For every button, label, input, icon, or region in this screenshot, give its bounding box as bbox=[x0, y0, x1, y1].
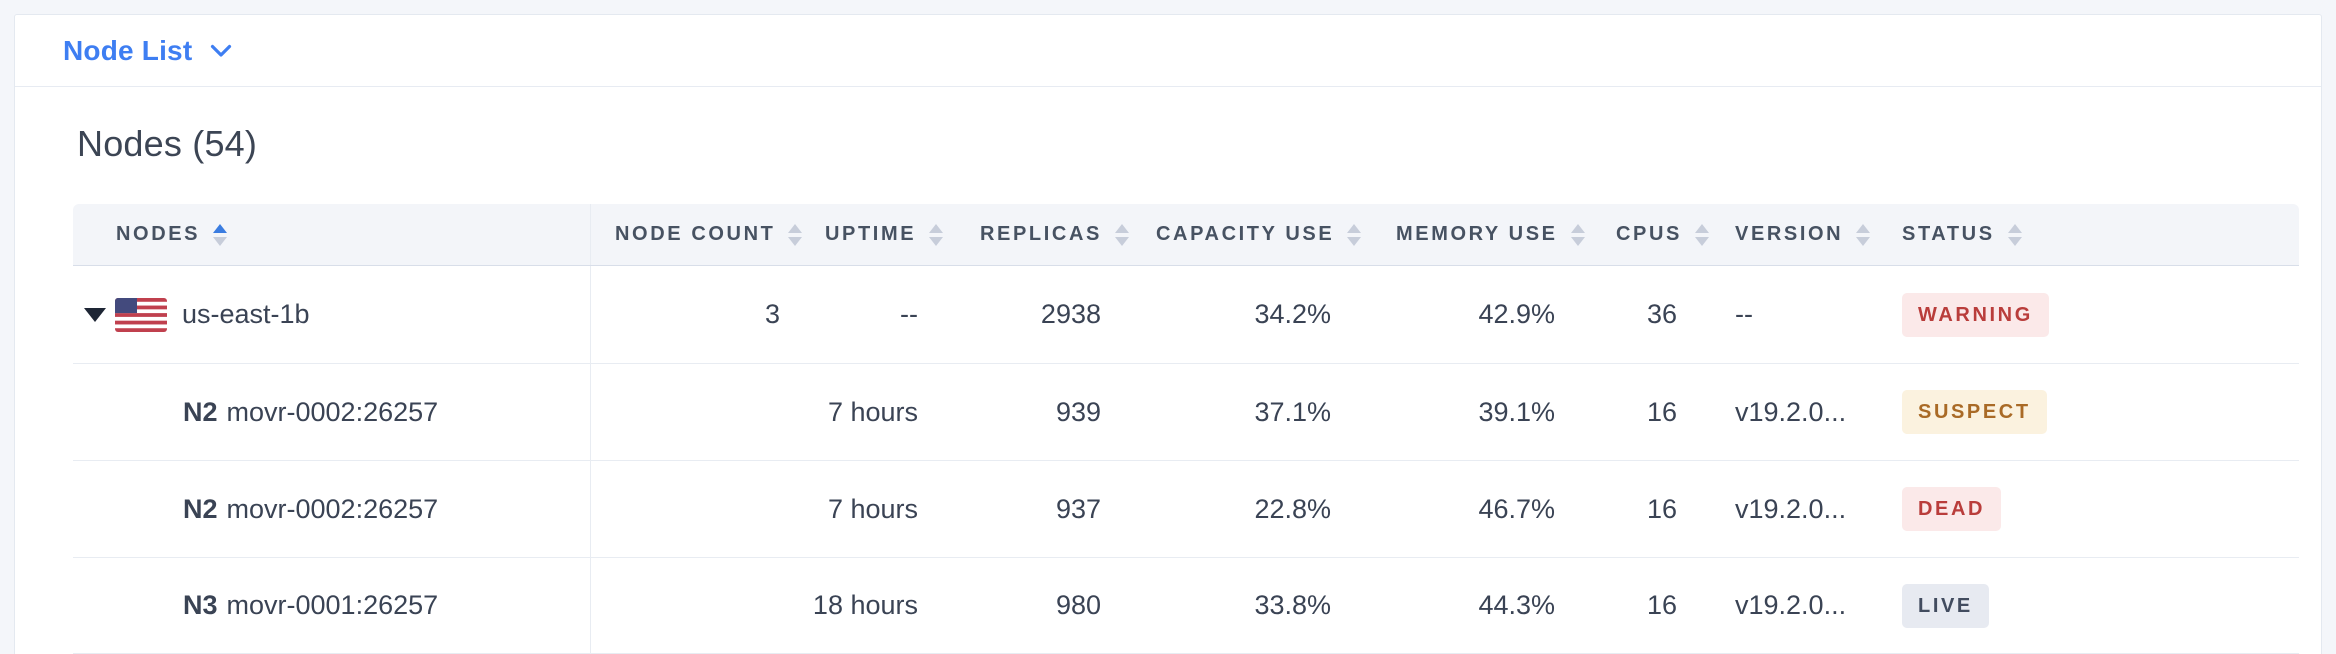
node-cell: N2 movr-0002:26257 bbox=[73, 461, 591, 557]
sort-icon bbox=[788, 223, 803, 246]
column-header-status[interactable]: STATUS bbox=[1878, 204, 2299, 265]
status-badge: DEAD bbox=[1902, 487, 2002, 531]
column-header-node-count[interactable]: NODE COUNT bbox=[591, 204, 803, 265]
memory-use-cell: 42.9% bbox=[1478, 299, 1555, 329]
sort-icon bbox=[2007, 223, 2022, 246]
status-badge: WARNING bbox=[1902, 292, 2049, 337]
cpus-cell: 16 bbox=[1646, 590, 1677, 620]
sort-icon bbox=[1347, 223, 1362, 246]
memory-use-cell: 46.7% bbox=[1478, 493, 1555, 524]
uptime-cell: 7 hours bbox=[827, 396, 918, 427]
node-address: movr-0002:26257 bbox=[226, 493, 439, 524]
node-id: N3 bbox=[183, 590, 218, 620]
status-cell: WARNING bbox=[1878, 266, 2299, 363]
capacity-use-cell: 37.1% bbox=[1254, 396, 1331, 427]
capacity-use-cell: 33.8% bbox=[1254, 590, 1331, 620]
version-cell: -- bbox=[1735, 299, 1753, 329]
sort-icon bbox=[929, 223, 944, 246]
sort-icon bbox=[1114, 223, 1129, 246]
status-badge: SUSPECT bbox=[1902, 390, 2047, 434]
cpus-cell: 36 bbox=[1646, 299, 1677, 329]
node-cell: N2 movr-0002:26257 bbox=[73, 364, 591, 460]
column-header-memory-use[interactable]: MEMORY USE bbox=[1372, 204, 1592, 265]
node-list-dropdown-label: Node List bbox=[63, 34, 193, 66]
node-count-cell bbox=[591, 461, 801, 557]
node-count-cell bbox=[591, 558, 801, 653]
node-cell: N3 movr-0001:26257 bbox=[73, 558, 591, 653]
sort-icon bbox=[213, 223, 228, 246]
capacity-use-cell: 22.8% bbox=[1254, 493, 1331, 524]
status-badge: LIVE bbox=[1902, 583, 1989, 628]
capacity-use-cell: 34.2% bbox=[1254, 299, 1331, 329]
uptime-cell: 7 hours bbox=[827, 493, 918, 524]
region-name: us-east-1b bbox=[182, 299, 310, 329]
sort-icon bbox=[1856, 223, 1871, 246]
memory-use-cell: 39.1% bbox=[1478, 396, 1555, 427]
status-cell: DEAD bbox=[1878, 461, 2299, 557]
uptime-cell: 18 hours bbox=[812, 590, 918, 620]
status-cell: LIVE bbox=[1878, 558, 2299, 653]
status-cell: SUSPECT bbox=[1878, 364, 2299, 460]
version-cell: v19.2.0... bbox=[1735, 493, 1847, 524]
cpus-cell: 16 bbox=[1646, 493, 1677, 524]
table-row-node[interactable]: N3 movr-0001:26257 18 hours 980 33.8% 44… bbox=[73, 557, 2299, 654]
us-flag-icon bbox=[115, 297, 167, 332]
topbar: Node List bbox=[15, 15, 2321, 87]
chevron-down-icon bbox=[211, 44, 232, 57]
replicas-cell: 2938 bbox=[1040, 299, 1101, 329]
node-count-cell bbox=[591, 364, 801, 460]
memory-use-cell: 44.3% bbox=[1478, 590, 1555, 620]
replicas-cell: 937 bbox=[1055, 493, 1101, 524]
node-list-dropdown[interactable]: Node List bbox=[63, 35, 232, 67]
column-header-replicas[interactable]: REPLICAS bbox=[956, 204, 1132, 265]
table-row-node[interactable]: N2 movr-0002:26257 7 hours 939 37.1% 39.… bbox=[73, 363, 2299, 460]
cpus-cell: 16 bbox=[1646, 396, 1677, 427]
column-header-nodes[interactable]: NODES bbox=[73, 204, 591, 265]
replicas-cell: 980 bbox=[1055, 590, 1101, 620]
column-header-uptime[interactable]: UPTIME bbox=[801, 204, 956, 265]
table-row-region[interactable]: us-east-1b 3 -- 2938 34.2% 42.9% 36 -- W… bbox=[73, 266, 2299, 363]
page-title: Nodes (54) bbox=[77, 123, 258, 164]
column-header-version[interactable]: VERSION bbox=[1711, 204, 1878, 265]
node-id: N2 bbox=[183, 493, 218, 524]
sort-icon bbox=[1694, 223, 1709, 246]
node-list-card: Node List Nodes (54) NODES NODE COUNT UP… bbox=[14, 14, 2322, 654]
version-cell: v19.2.0... bbox=[1735, 396, 1847, 427]
sort-icon bbox=[1570, 223, 1585, 246]
node-address: movr-0001:26257 bbox=[226, 590, 439, 620]
uptime-cell: -- bbox=[900, 299, 918, 329]
nodes-table: NODES NODE COUNT UPTIME REPLICAS CAPACIT… bbox=[73, 204, 2299, 654]
region-cell: us-east-1b bbox=[73, 266, 591, 363]
column-header-capacity-use[interactable]: CAPACITY USE bbox=[1132, 204, 1372, 265]
replicas-cell: 939 bbox=[1055, 396, 1101, 427]
table-row-node[interactable]: N2 movr-0002:26257 7 hours 937 22.8% 46.… bbox=[73, 460, 2299, 557]
version-cell: v19.2.0... bbox=[1735, 590, 1847, 620]
column-header-cpus[interactable]: CPUS bbox=[1592, 204, 1711, 265]
table-header-row: NODES NODE COUNT UPTIME REPLICAS CAPACIT… bbox=[73, 204, 2299, 266]
node-count-cell: 3 bbox=[764, 299, 780, 329]
node-address: movr-0002:26257 bbox=[226, 396, 439, 427]
collapse-caret-icon[interactable] bbox=[84, 307, 106, 322]
node-id: N2 bbox=[183, 396, 218, 427]
